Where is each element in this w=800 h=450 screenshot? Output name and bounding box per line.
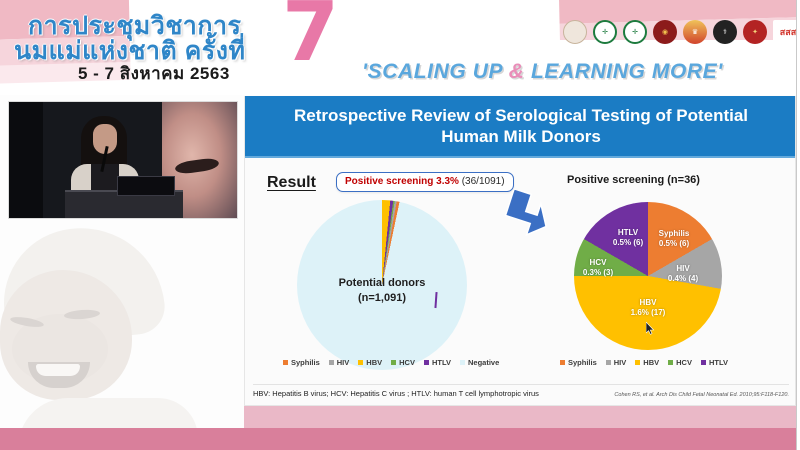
legend-swatch-negative bbox=[460, 360, 465, 365]
positive-screening-callout: Positive screening 3.3% (36/1091) bbox=[336, 172, 514, 192]
legend-right-label-hbv: HBV bbox=[643, 358, 660, 367]
pie-slice-label-htlv: HTLV 0.5% (6) bbox=[604, 228, 652, 248]
slice-hbv-name: HBV bbox=[639, 298, 657, 307]
left-pie-label-line2: (n=1,091) bbox=[358, 291, 406, 304]
callout-highlight-text: Positive screening 3.3% bbox=[345, 176, 459, 187]
conference-edition-number: 7 bbox=[282, 0, 340, 80]
legend-right-label-hiv: HIV bbox=[613, 358, 627, 367]
legend-right-item-htlv: HTLV bbox=[700, 358, 728, 367]
logo-red-university-icon: ✦ bbox=[743, 20, 767, 44]
slice-hcv-value: 0.3% (3) bbox=[582, 268, 614, 277]
bottom-pink-bar-left bbox=[0, 428, 244, 450]
callout-sub-text: (36/1091) bbox=[458, 176, 505, 187]
legend-label-hiv: HIV bbox=[336, 358, 350, 367]
legend-item-htlv: HTLV bbox=[423, 358, 451, 367]
right-pie-chart: Syphilis 0.5% (6) HIV 0.4% (4) HBV 1.6% … bbox=[574, 202, 722, 350]
slice-hcv-name: HCV bbox=[589, 258, 607, 267]
legend-swatch-htlv bbox=[423, 360, 429, 365]
legend-right-label-hcv: HCV bbox=[676, 358, 692, 367]
conference-date-thai: 5 - 7 สิงหาคม 2563 bbox=[78, 64, 230, 83]
legend-swatch-hcv bbox=[391, 360, 397, 365]
legend-label-syphilis: Syphilis bbox=[291, 358, 320, 367]
source-citation: Cohen RS, et al. Arch Dis Child Fetal Ne… bbox=[614, 392, 789, 398]
presentation-slide: Retrospective Review of Serological Test… bbox=[244, 96, 796, 406]
slice-htlv-value: 0.5% (6) bbox=[612, 238, 644, 247]
legend-swatch-syphilis bbox=[283, 360, 288, 365]
tagline-part1: 'SCALING UP bbox=[362, 60, 509, 83]
right-page-edge bbox=[796, 0, 800, 450]
slice-htlv-name: HTLV bbox=[617, 228, 639, 237]
legend-right-item-hiv: HIV bbox=[605, 358, 627, 367]
baby-cheek bbox=[12, 314, 108, 384]
legend-right-swatch-hcv bbox=[668, 360, 674, 365]
legend-label-negative: Negative bbox=[468, 358, 500, 367]
right-pie-title: Positive screening (n=36) bbox=[567, 174, 700, 186]
video-left-dark-strip bbox=[9, 102, 43, 218]
conference-thai-title-line2: นมแม่แห่งชาติ ครั้งที่ bbox=[14, 37, 246, 65]
left-pie-graphic bbox=[297, 200, 467, 370]
legend-right-swatch-htlv bbox=[700, 360, 706, 365]
bottom-pink-fade-bar bbox=[244, 406, 800, 428]
legend-label-hcv: HCV bbox=[399, 358, 415, 367]
logo-sss-thaihealth-icon: สสส bbox=[773, 20, 800, 44]
left-chart-legend: Syphilis HIV HBV HCV HTLV Negative bbox=[283, 358, 499, 367]
logo-black-ministry-icon: ⚕ bbox=[713, 20, 737, 44]
slide-footnote: HBV: Hepatitis B virus; HCV: Hepatitis C… bbox=[253, 384, 789, 398]
conference-thai-title-line1: การประชุมวิชาการ bbox=[28, 12, 242, 40]
baby-teeth bbox=[36, 364, 80, 376]
left-pie-center-label: Potential donors (n=1,091) bbox=[297, 276, 467, 306]
logo-royal-emblem-icon bbox=[563, 20, 587, 44]
header-white-shape-2 bbox=[300, 40, 800, 95]
baby-face bbox=[0, 270, 132, 400]
legend-swatch-hiv bbox=[328, 360, 334, 365]
legend-item-hcv: HCV bbox=[391, 358, 415, 367]
legend-item-negative: Negative bbox=[460, 358, 499, 367]
slice-hbv-value: 1.6% (17) bbox=[630, 308, 666, 317]
slice-hiv-value: 0.4% (4) bbox=[667, 274, 699, 283]
sponsor-logo-row: ✛ ✛ ◉ ♛ ⚕ ✦ สสส bbox=[563, 20, 800, 44]
logo-green-medical-2-icon: ✛ bbox=[623, 20, 647, 44]
pie-slice-label-hcv: HCV 0.3% (3) bbox=[576, 258, 620, 278]
bottom-pink-bar-right bbox=[244, 428, 800, 450]
left-pie-label-line1: Potential donors bbox=[338, 277, 426, 289]
slice-hiv-name: HIV bbox=[676, 264, 690, 273]
pie-slice-label-hbv: HBV 1.6% (17) bbox=[618, 298, 678, 318]
legend-right-swatch-syphilis bbox=[560, 360, 565, 365]
legend-item-syphilis: Syphilis bbox=[283, 358, 320, 367]
left-pie-chart: Potential donors (n=1,091) bbox=[297, 200, 469, 372]
conference-tagline: 'SCALING UP & LEARNING MORE' bbox=[362, 60, 723, 84]
pie-slice-label-hiv: HIV 0.4% (4) bbox=[660, 264, 706, 284]
legend-right-label-htlv: HTLV bbox=[708, 358, 728, 367]
smiling-baby-watermark bbox=[0, 222, 250, 434]
logo-green-medical-1-icon: ✛ bbox=[593, 20, 617, 44]
result-heading: Result bbox=[267, 174, 316, 191]
legend-right-swatch-hiv bbox=[605, 360, 611, 365]
tagline-part2: LEARNING MORE' bbox=[524, 60, 723, 83]
slice-syphilis-name: Syphilis bbox=[658, 229, 690, 238]
legend-right-item-hbv: HBV bbox=[635, 358, 659, 367]
mouse-cursor-icon bbox=[646, 322, 655, 335]
laptop bbox=[117, 176, 175, 196]
slice-syphilis-value: 0.5% (6) bbox=[658, 239, 690, 248]
blue-arrow-icon bbox=[504, 190, 547, 237]
legend-right-label-syphilis: Syphilis bbox=[568, 358, 597, 367]
legend-label-htlv: HTLV bbox=[431, 358, 451, 367]
tagline-ampersand: & bbox=[508, 60, 525, 83]
conference-header-banner: 7 การประชุมวิชาการ นมแม่แห่งชาติ ครั้งที… bbox=[0, 0, 800, 95]
legend-item-hiv: HIV bbox=[328, 358, 350, 367]
slide-title: Retrospective Review of Serological Test… bbox=[245, 96, 795, 158]
legend-right-item-hcv: HCV bbox=[668, 358, 692, 367]
abbreviation-note: HBV: Hepatitis B virus; HCV: Hepatitis C… bbox=[253, 389, 539, 398]
legend-item-hbv: HBV bbox=[358, 358, 382, 367]
right-chart-legend: Syphilis HIV HBV HCV HTLV bbox=[560, 358, 728, 367]
logo-royal-crown-icon: ♛ bbox=[683, 20, 707, 44]
legend-right-swatch-hbv bbox=[635, 360, 641, 365]
legend-right-item-syphilis: Syphilis bbox=[560, 358, 597, 367]
pie-slice-label-syphilis: Syphilis 0.5% (6) bbox=[648, 229, 700, 249]
logo-red-institute-icon: ◉ bbox=[653, 20, 677, 44]
legend-label-hbv: HBV bbox=[366, 358, 383, 367]
legend-swatch-hbv bbox=[358, 360, 364, 365]
conference-speaker-video-thumbnail[interactable] bbox=[8, 101, 238, 219]
